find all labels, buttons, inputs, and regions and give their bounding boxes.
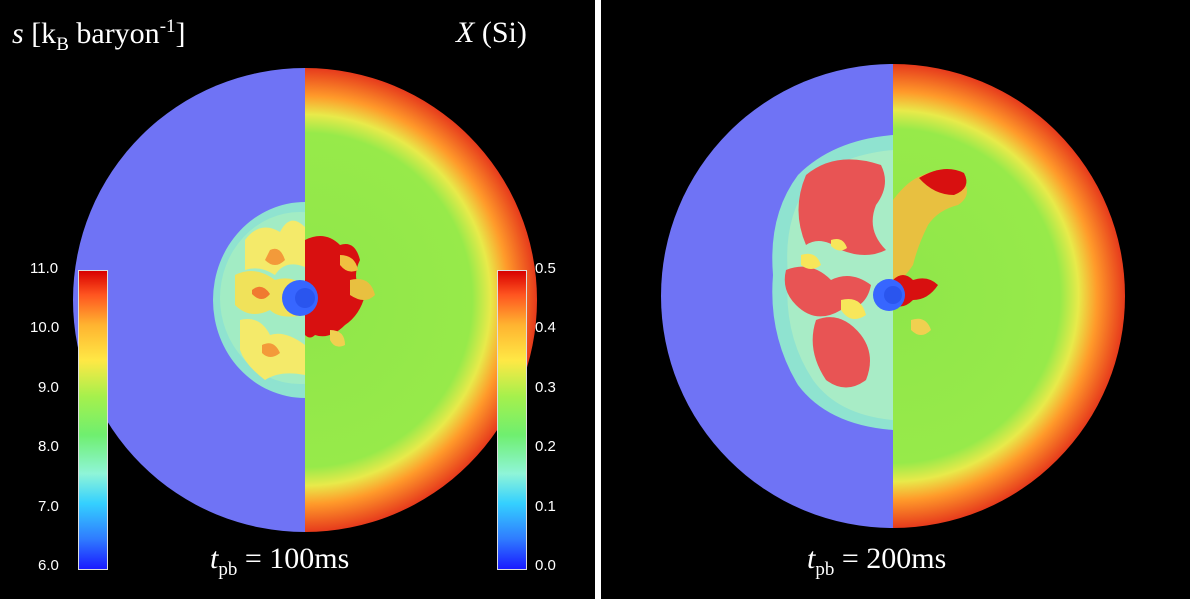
tick-label: 0.1: [535, 498, 556, 515]
simulation-image-200ms: [661, 64, 1125, 528]
left-panel-100ms: s [kB baryon-1] X (Si) 11.0 10.0 9.0 8.0…: [0, 0, 595, 599]
tick-label: 0.5: [535, 260, 556, 277]
entropy-shocked-region: [213, 202, 305, 398]
tick-label: 6.0: [38, 557, 59, 574]
silicon-half-disk: [305, 68, 537, 532]
tick-label: 10.0: [30, 319, 60, 336]
entropy-colorbar: [78, 270, 108, 570]
tick-label: 0.0: [535, 557, 556, 574]
time-label-100ms: tpb = 100ms: [210, 542, 350, 580]
silicon-colorbar: [497, 270, 527, 570]
silicon-title: X (Si): [456, 16, 527, 49]
entropy-title: s [kB baryon-1]: [12, 16, 186, 55]
time-label-200ms: tpb = 200ms: [807, 542, 947, 580]
simulation-image-100ms: [73, 68, 537, 532]
silicon-plumes: [305, 236, 375, 347]
right-panel-200ms: tpb = 200ms: [601, 0, 1190, 599]
tick-label: 0.3: [535, 379, 556, 396]
tick-label: 0.2: [535, 438, 556, 455]
tick-label: 7.0: [38, 498, 59, 515]
tick-label: 8.0: [38, 438, 59, 455]
tick-label: 11.0: [30, 260, 59, 277]
tick-label: 9.0: [38, 379, 59, 396]
entropy-shocked-region: [772, 135, 893, 430]
entropy-half-disk: [73, 68, 305, 532]
tick-label: 0.4: [535, 319, 556, 336]
